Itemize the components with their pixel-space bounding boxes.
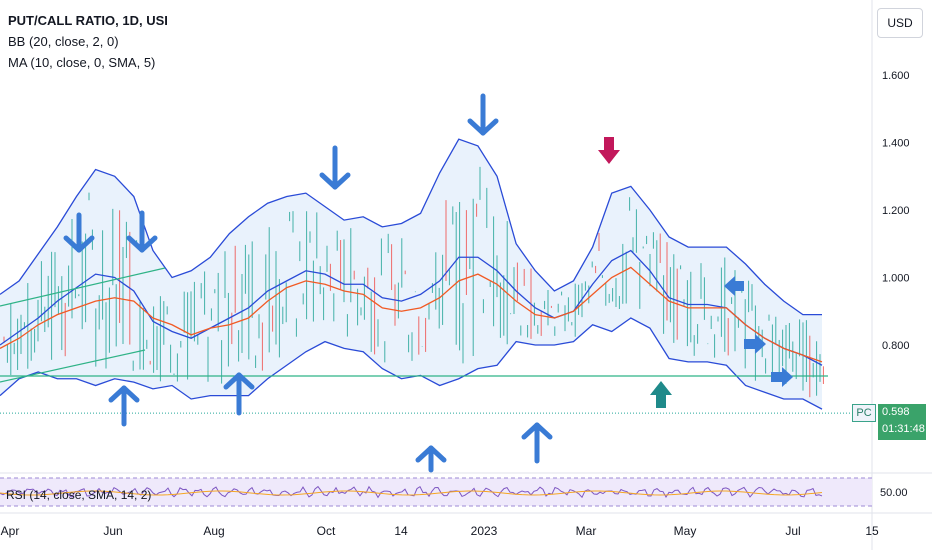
trend-line-upper <box>0 267 166 307</box>
chart-legend: PUT/CALL RATIO, 1D, USI BB (20, close, 2… <box>8 10 168 73</box>
x-tick-label: 15 <box>865 524 879 538</box>
x-tick-label: 2023 <box>471 524 498 538</box>
arrow-right-icon <box>771 367 793 387</box>
y-tick-label: 1.000 <box>882 273 910 285</box>
arrow-up-icon <box>223 372 255 416</box>
arrow-up-icon <box>108 385 140 427</box>
y-tick-label: 1.600 <box>882 70 910 82</box>
arrow-down-icon <box>126 210 158 253</box>
rsi-sma-line <box>0 490 823 496</box>
arrow-down-icon <box>63 212 95 253</box>
bar-countdown: 01:31:48 <box>882 423 925 435</box>
arrow-up-icon <box>650 381 672 408</box>
arrow-up-icon <box>415 445 447 473</box>
x-tick-label: Oct <box>317 524 336 538</box>
currency-button[interactable]: USD <box>877 8 923 38</box>
arrow-down-icon <box>319 145 351 190</box>
symbol-title[interactable]: PUT/CALL RATIO, 1D, USI <box>8 13 168 28</box>
bb-lower-line <box>0 317 823 410</box>
arrow-right-icon <box>744 334 766 354</box>
arrow-left-icon <box>724 276 744 296</box>
series-tag: PC <box>852 404 876 422</box>
bb-fill <box>0 139 822 410</box>
arrow-down-icon <box>598 137 620 164</box>
x-tick-label: Apr <box>1 524 20 538</box>
rsi-band <box>0 478 872 506</box>
last-price-badge: 0.598 01:31:48 <box>878 404 926 440</box>
y-tick-label: 1.200 <box>882 205 910 217</box>
rsi-axis-value: 50.00 <box>880 487 908 499</box>
bb-basis-line <box>0 249 823 366</box>
x-tick-label: Jul <box>785 524 800 538</box>
arrow-down-icon <box>467 93 499 136</box>
trend-line-lower <box>0 349 146 383</box>
ma-line <box>0 266 823 363</box>
ma-legend[interactable]: MA (10, close, 0, SMA, 5) <box>8 55 156 70</box>
rsi-legend[interactable]: RSI (14, close, SMA, 14, 2) <box>6 488 152 502</box>
bb-legend[interactable]: BB (20, close, 2, 0) <box>8 34 119 49</box>
x-tick-label: May <box>674 524 697 538</box>
x-tick-label: Mar <box>576 524 597 538</box>
y-tick-label: 0.800 <box>882 340 910 352</box>
x-tick-label: Jun <box>103 524 122 538</box>
arrow-up-icon <box>521 422 553 464</box>
x-tick-label: 14 <box>394 524 408 538</box>
x-tick-label: Aug <box>203 524 224 538</box>
y-tick-label: 1.400 <box>882 138 910 150</box>
bb-upper-line <box>0 138 822 316</box>
last-price-value: 0.598 <box>882 406 910 418</box>
